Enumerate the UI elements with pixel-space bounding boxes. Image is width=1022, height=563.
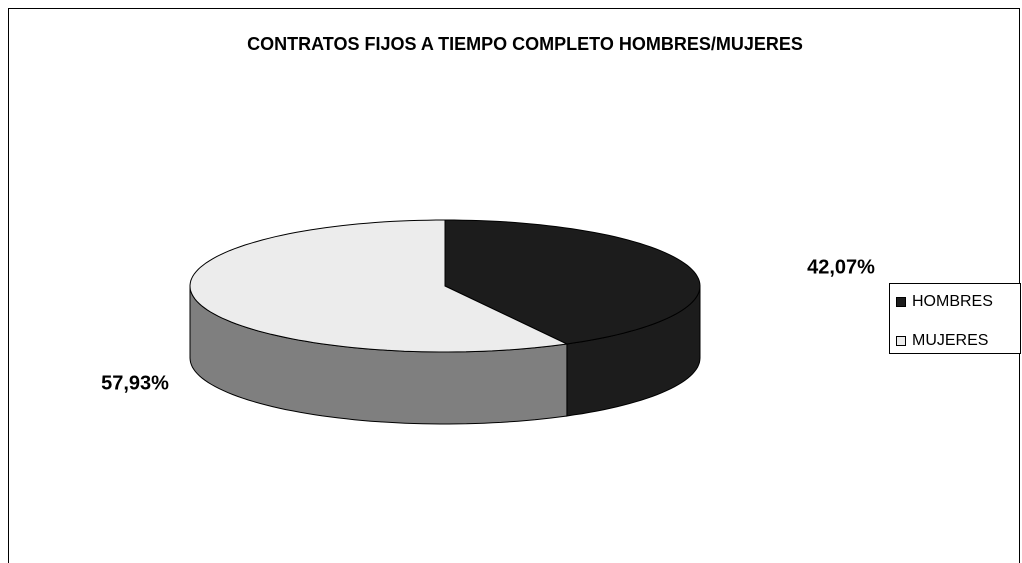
legend-box — [889, 283, 1021, 354]
legend-label: HOMBRES — [912, 293, 993, 310]
legend-label: MUJERES — [912, 332, 988, 349]
pie-slice — [444, 219, 701, 345]
legend-swatch — [896, 297, 906, 307]
pie-slice — [189, 219, 569, 353]
legend-swatch — [896, 336, 906, 346]
data-label: 57,93% — [101, 372, 169, 394]
data-label: 42,07% — [807, 256, 875, 278]
chart-title: CONTRATOS FIJOS A TIEMPO COMPLETO HOMBRE… — [247, 34, 803, 54]
